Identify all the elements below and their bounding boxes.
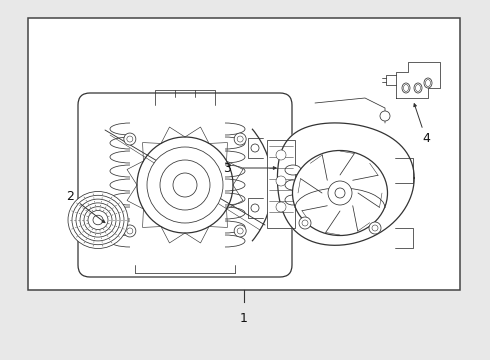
Ellipse shape bbox=[93, 215, 103, 225]
Polygon shape bbox=[277, 123, 414, 245]
Circle shape bbox=[372, 225, 378, 231]
Circle shape bbox=[380, 111, 390, 121]
Circle shape bbox=[124, 133, 136, 145]
Circle shape bbox=[369, 222, 381, 234]
Ellipse shape bbox=[416, 85, 420, 91]
Polygon shape bbox=[396, 62, 440, 98]
Ellipse shape bbox=[402, 83, 410, 93]
Circle shape bbox=[276, 202, 286, 212]
Ellipse shape bbox=[88, 211, 108, 230]
Ellipse shape bbox=[68, 192, 128, 248]
Circle shape bbox=[127, 136, 133, 142]
Circle shape bbox=[237, 136, 243, 142]
FancyBboxPatch shape bbox=[78, 93, 292, 277]
Bar bbox=[29, 19, 459, 289]
Circle shape bbox=[127, 228, 133, 234]
Ellipse shape bbox=[414, 83, 422, 93]
Ellipse shape bbox=[84, 207, 112, 233]
Circle shape bbox=[234, 133, 246, 145]
Circle shape bbox=[173, 173, 197, 197]
Circle shape bbox=[276, 150, 286, 160]
Circle shape bbox=[160, 160, 210, 210]
Circle shape bbox=[251, 144, 259, 152]
Ellipse shape bbox=[424, 78, 432, 88]
Ellipse shape bbox=[80, 203, 116, 237]
Circle shape bbox=[237, 228, 243, 234]
Circle shape bbox=[328, 181, 352, 205]
Circle shape bbox=[302, 220, 308, 226]
Bar bbox=[28, 18, 460, 290]
Circle shape bbox=[124, 225, 136, 237]
Circle shape bbox=[251, 204, 259, 212]
Ellipse shape bbox=[293, 150, 388, 235]
Circle shape bbox=[299, 217, 311, 229]
Circle shape bbox=[234, 225, 246, 237]
Text: 1: 1 bbox=[240, 312, 248, 325]
Ellipse shape bbox=[76, 199, 120, 241]
Ellipse shape bbox=[72, 195, 124, 245]
Ellipse shape bbox=[285, 165, 301, 175]
Ellipse shape bbox=[285, 195, 301, 205]
Bar bbox=[267, 140, 295, 228]
Bar bbox=[29, 19, 459, 289]
Circle shape bbox=[276, 176, 286, 186]
Circle shape bbox=[137, 137, 233, 233]
Text: 3: 3 bbox=[223, 162, 231, 175]
Ellipse shape bbox=[425, 80, 431, 86]
Ellipse shape bbox=[403, 85, 409, 91]
Text: 2: 2 bbox=[66, 189, 74, 202]
Circle shape bbox=[147, 147, 223, 223]
Ellipse shape bbox=[285, 180, 301, 190]
Text: 4: 4 bbox=[422, 131, 430, 144]
Circle shape bbox=[335, 188, 345, 198]
